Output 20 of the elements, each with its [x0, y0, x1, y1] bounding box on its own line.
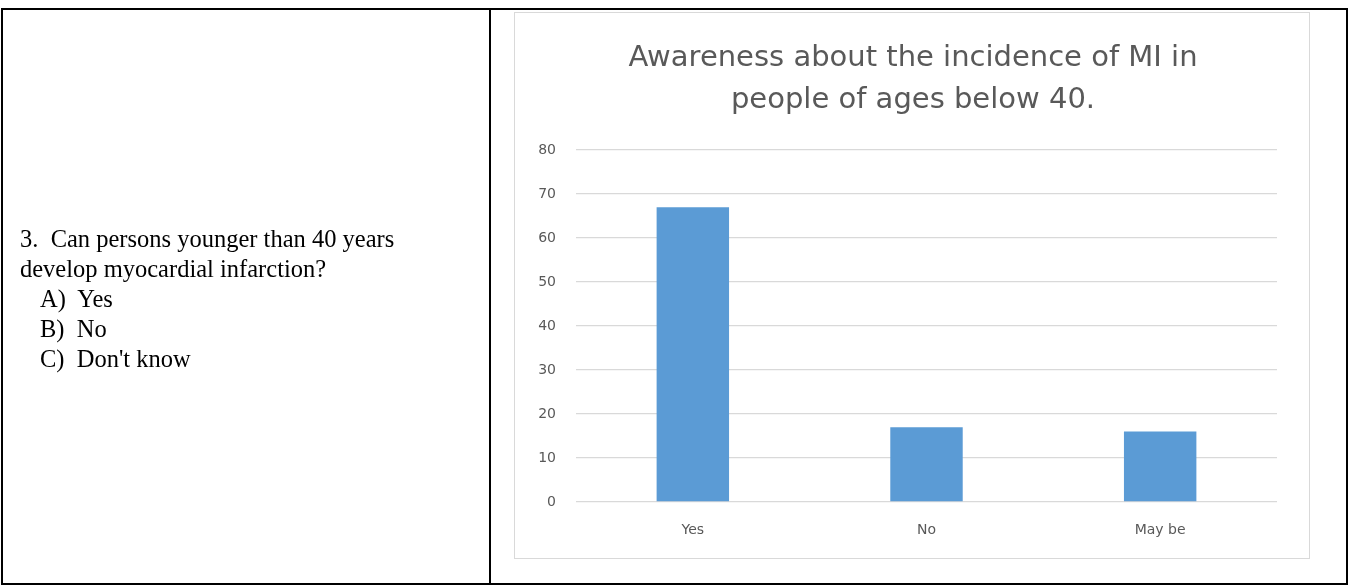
- text: 3. Can persons younger than 40 years develop myocardial infarction?: [20, 224, 396, 284]
- text: C) Don't know: [39, 344, 192, 374]
- y-tick-label: 40: [538, 316, 556, 333]
- y-tick-label: 20: [538, 404, 556, 421]
- y-tick-label: 60: [538, 228, 556, 245]
- y-tick-label: 0: [547, 492, 556, 509]
- y-tick-label: 50: [538, 272, 556, 289]
- chart-title: Awareness about the incidence of MI in people of ages below 40.: [627, 38, 1199, 117]
- bar: [890, 427, 963, 502]
- bar: [1123, 431, 1197, 502]
- x-tick-label: No: [916, 521, 937, 538]
- y-tick-label: 80: [538, 140, 556, 157]
- y-tick-label: 10: [538, 448, 556, 465]
- text: A) Yes: [39, 284, 114, 314]
- bar: [656, 207, 730, 502]
- x-tick-label: May be: [1134, 521, 1186, 538]
- y-tick-label: 70: [538, 184, 556, 201]
- text: B) No: [39, 314, 108, 344]
- y-tick-label: 30: [538, 360, 556, 377]
- x-tick-label: Yes: [680, 521, 705, 538]
